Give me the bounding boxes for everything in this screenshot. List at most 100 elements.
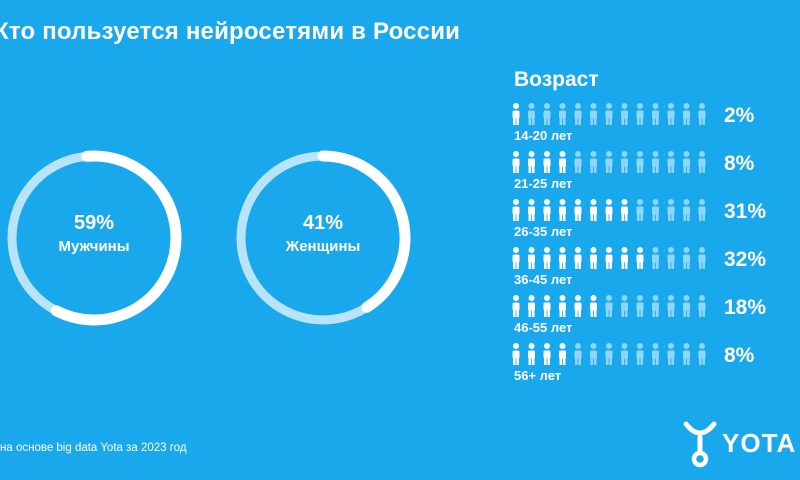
- age-chart-title: Возраст: [514, 68, 599, 91]
- person-icon: [652, 199, 659, 221]
- person-icon: [636, 295, 644, 317]
- person-icon: [559, 247, 566, 269]
- person-icon: [667, 247, 675, 269]
- person-icon: [559, 103, 566, 125]
- age-group-label: 26-35 лет: [514, 224, 573, 239]
- person-icon: [574, 199, 582, 221]
- label-men: Мужчины: [58, 238, 130, 255]
- age-group-percent: 8%: [724, 344, 755, 367]
- person-icon: [683, 199, 690, 221]
- person-icon: [698, 199, 706, 221]
- person-icon: [621, 295, 628, 317]
- person-icon: [636, 247, 644, 269]
- age-group-percent: 31%: [724, 200, 767, 223]
- age-group-label: 21-25 лет: [514, 176, 573, 191]
- person-icon: [574, 247, 582, 269]
- person-icon: [559, 343, 566, 365]
- person-icon: [512, 295, 520, 317]
- person-icon: [512, 247, 520, 269]
- person-icons: [512, 343, 706, 365]
- age-group-label: 46-55 лет: [514, 320, 573, 335]
- donut-ring-women: [236, 150, 411, 325]
- person-icon: [652, 103, 659, 125]
- donut-chart-women: 41% Женщины: [233, 148, 413, 328]
- ring-value-arc: [317, 150, 411, 313]
- age-row: 14-20 лет 2%: [506, 102, 796, 150]
- person-icon: [543, 295, 551, 317]
- person-icon: [605, 199, 613, 221]
- person-icon: [683, 103, 690, 125]
- person-icon: [621, 151, 628, 173]
- donut-chart-men: 59% Мужчины: [4, 148, 184, 328]
- person-icon: [667, 343, 675, 365]
- person-icon: [683, 247, 690, 269]
- age-row: 36-45 лет 32%: [506, 246, 796, 294]
- person-icon: [652, 151, 659, 173]
- person-icon: [590, 151, 597, 173]
- person-icon: [512, 151, 520, 173]
- age-group-label: 56+ лет: [514, 368, 562, 383]
- person-icon: [667, 151, 675, 173]
- person-icon: [590, 247, 597, 269]
- person-icon: [636, 151, 644, 173]
- person-icon: [574, 295, 582, 317]
- person-icon: [528, 247, 535, 269]
- person-icon: [590, 103, 597, 125]
- person-icon: [543, 103, 551, 125]
- page-title: Кто пользуется нейросетями в России: [0, 18, 461, 45]
- person-icon: [574, 103, 582, 125]
- person-icon: [528, 295, 535, 317]
- age-group-percent: 2%: [724, 104, 755, 127]
- age-group-label: 14-20 лет: [514, 128, 573, 143]
- person-icon: [559, 295, 566, 317]
- person-icon: [605, 247, 613, 269]
- person-icon: [698, 103, 706, 125]
- person-icon: [574, 343, 582, 365]
- age-group-label: 36-45 лет: [514, 272, 573, 287]
- person-icon: [683, 343, 690, 365]
- person-icon: [590, 199, 597, 221]
- person-icon: [574, 151, 582, 173]
- person-icon: [652, 343, 659, 365]
- person-icon: [528, 199, 535, 221]
- person-icon: [636, 103, 644, 125]
- person-icon: [667, 199, 675, 221]
- person-icon: [636, 343, 644, 365]
- person-icon: [605, 295, 613, 317]
- person-icon: [543, 151, 551, 173]
- yota-logo: YOTA: [680, 420, 800, 470]
- person-icon: [667, 103, 675, 125]
- person-icon: [605, 103, 613, 125]
- person-icon: [590, 343, 597, 365]
- person-icon: [652, 247, 659, 269]
- label-women: Женщины: [285, 238, 361, 255]
- yota-logo-icon: [683, 421, 717, 468]
- age-row: 46-55 лет 18%: [506, 294, 796, 342]
- person-icon: [698, 295, 706, 317]
- person-icon: [543, 247, 551, 269]
- person-icon: [559, 199, 566, 221]
- percent-women: 41%: [302, 212, 344, 234]
- yota-logo-text: YOTA: [722, 428, 797, 458]
- person-icon: [605, 343, 613, 365]
- ring-value-arc: [50, 150, 182, 326]
- age-row: 56+ лет 8%: [506, 342, 796, 390]
- person-icon: [683, 151, 690, 173]
- percent-men: 59%: [73, 212, 115, 234]
- person-icon: [590, 295, 597, 317]
- donut-ring-men: [7, 150, 182, 326]
- person-icons: [512, 247, 706, 269]
- person-icon: [683, 295, 690, 317]
- person-icon: [605, 151, 613, 173]
- age-row: 26-35 лет 31%: [506, 198, 796, 246]
- person-icon: [528, 151, 535, 173]
- person-icon: [621, 247, 628, 269]
- source-note: на основе big data Yota за 2023 год: [0, 442, 187, 454]
- age-group-percent: 32%: [724, 248, 767, 271]
- person-icon: [667, 295, 675, 317]
- person-icon: [512, 199, 520, 221]
- age-group-percent: 8%: [724, 152, 755, 175]
- person-icon: [698, 151, 706, 173]
- person-icon: [512, 343, 520, 365]
- person-icon: [543, 199, 551, 221]
